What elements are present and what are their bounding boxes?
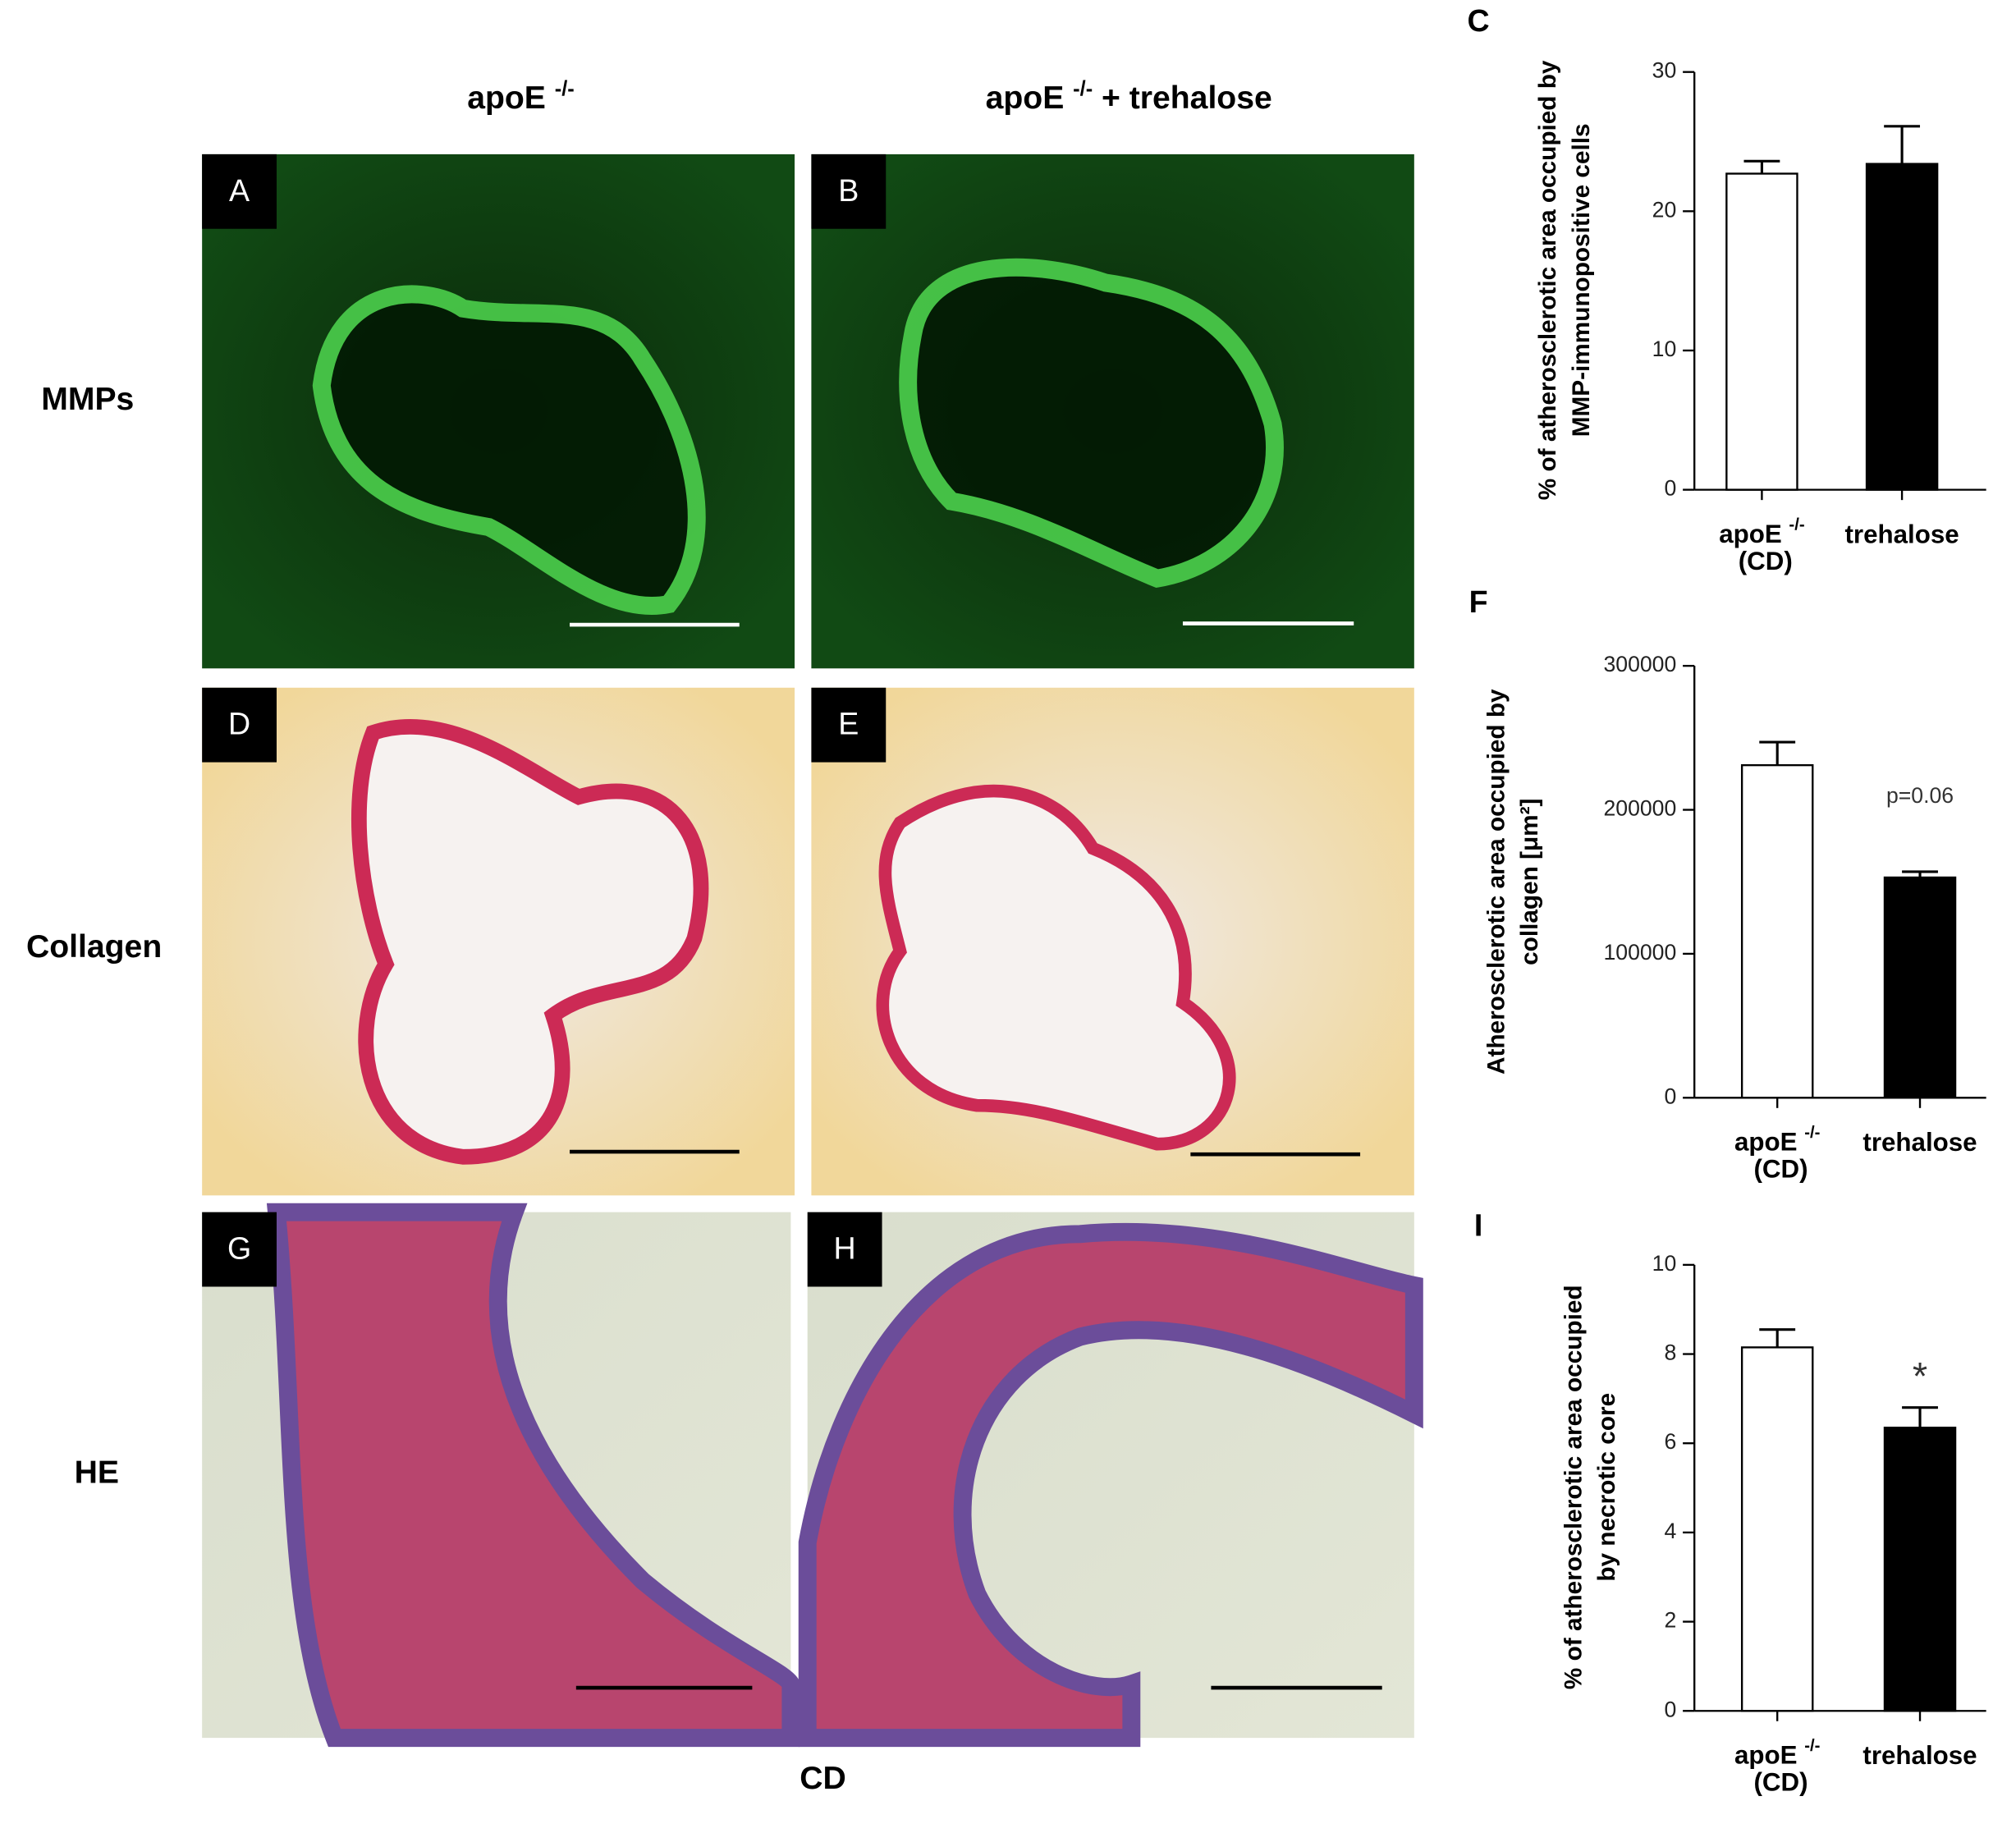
row-label: Collagen bbox=[26, 929, 162, 965]
y-axis-label: collagen [μm²] bbox=[1516, 799, 1543, 965]
x-tick-label: apoE -/- (CD) bbox=[1734, 1737, 1820, 1796]
bar bbox=[1883, 876, 1957, 1099]
y-axis-label: Atherosclerotic area occupied by bbox=[1482, 689, 1510, 1075]
bar bbox=[1740, 763, 1814, 1099]
panel-letter-box bbox=[807, 1212, 882, 1287]
x-tick-label: trehalose bbox=[1863, 1128, 1977, 1157]
panel-letter: B bbox=[838, 173, 859, 208]
x-tick-label: apoE -/- (CD) bbox=[1719, 516, 1804, 575]
vessel-wall bbox=[798, 1222, 1423, 1748]
panel-letter-box bbox=[811, 154, 887, 229]
x-tick-label: apoE -/- (CD) bbox=[1734, 1125, 1820, 1184]
y-tick-label: 10 bbox=[1652, 337, 1677, 361]
annotation: p=0.06 bbox=[1886, 783, 1954, 808]
y-tick-label: 100000 bbox=[1603, 940, 1676, 965]
vessel bbox=[876, 784, 1236, 1151]
panel-letter: E bbox=[838, 707, 859, 741]
bar bbox=[1740, 1346, 1814, 1712]
footer-label: CD bbox=[800, 1761, 846, 1796]
y-tick-label: 10 bbox=[1652, 1251, 1677, 1276]
panel-letter-box bbox=[202, 154, 277, 229]
y-tick-label: 30 bbox=[1652, 58, 1677, 83]
panel-letter-box bbox=[202, 1212, 277, 1287]
vessel-wall bbox=[266, 1203, 800, 1748]
bar bbox=[1865, 163, 1939, 491]
y-tick-label: 0 bbox=[1664, 1697, 1676, 1721]
y-tick-label: 4 bbox=[1664, 1519, 1676, 1543]
y-axis-label: by necrotic core bbox=[1593, 1393, 1620, 1582]
y-tick-label: 0 bbox=[1664, 1084, 1676, 1108]
panel-letter-box bbox=[811, 687, 887, 763]
y-tick-label: 20 bbox=[1652, 197, 1677, 222]
micrographs bbox=[202, 154, 1423, 1748]
y-axis-label: % of atherosclerotic area occupied bbox=[1560, 1285, 1587, 1689]
x-tick-label: trehalose bbox=[1845, 520, 1959, 548]
y-tick-label: 6 bbox=[1664, 1429, 1676, 1454]
row-label: HE bbox=[75, 1455, 119, 1490]
column-header: apoE -/- bbox=[467, 77, 575, 116]
vessel bbox=[351, 718, 709, 1165]
y-axis-label: MMP-immunopositive cells bbox=[1568, 123, 1595, 437]
vessel bbox=[899, 258, 1284, 588]
panel-letter: I bbox=[1474, 1207, 1482, 1242]
y-tick-label: 200000 bbox=[1603, 796, 1676, 821]
row-label: MMPs bbox=[41, 382, 134, 417]
bar bbox=[1883, 1427, 1957, 1712]
panel-letter: F bbox=[1469, 584, 1488, 619]
panel-letter: H bbox=[834, 1231, 856, 1266]
y-tick-label: 300000 bbox=[1603, 652, 1676, 676]
panel-letter: D bbox=[228, 707, 250, 741]
y-tick-label: 8 bbox=[1664, 1340, 1676, 1365]
column-header: apoE -/- + trehalose bbox=[986, 77, 1272, 116]
bar bbox=[1725, 172, 1798, 491]
y-axis-label: % of atherosclerotic area occupied by bbox=[1534, 60, 1561, 500]
y-tick-label: 2 bbox=[1664, 1608, 1676, 1633]
annotation: * bbox=[1913, 1354, 1927, 1398]
panel-letter: A bbox=[229, 173, 250, 208]
x-tick-label: trehalose bbox=[1863, 1741, 1977, 1770]
panel-letter-box bbox=[202, 687, 277, 763]
panel-letter: G bbox=[227, 1231, 251, 1266]
vessel bbox=[312, 285, 706, 615]
y-tick-label: 0 bbox=[1664, 476, 1676, 501]
panel-letter: C bbox=[1468, 3, 1490, 38]
